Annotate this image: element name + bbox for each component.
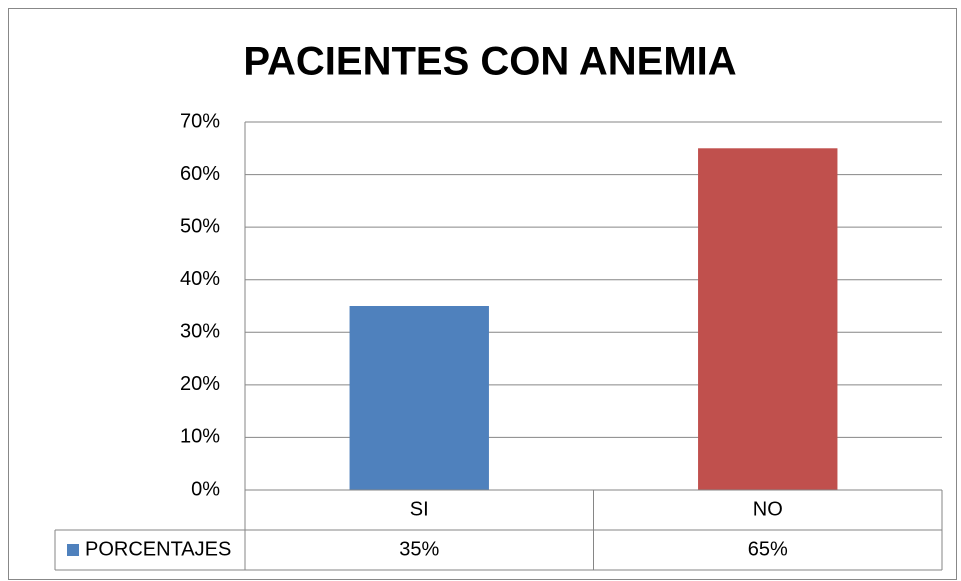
y-tick-label: 50%	[180, 215, 220, 237]
y-tick-label: 20%	[180, 373, 220, 395]
x-tick-label: SI	[410, 498, 429, 520]
y-tick-label: 70%	[180, 110, 220, 132]
bar	[349, 306, 489, 490]
legend-swatch	[67, 544, 79, 556]
y-tick-label: 30%	[180, 321, 220, 343]
data-label: 65%	[748, 538, 788, 560]
data-label: 35%	[399, 538, 439, 560]
y-tick-label: 40%	[180, 268, 220, 290]
bar	[698, 148, 838, 491]
y-tick-label: 10%	[180, 426, 220, 448]
x-tick-label: NO	[753, 498, 783, 520]
y-tick-label: 60%	[180, 163, 220, 185]
legend-label: PORCENTAJES	[85, 538, 231, 560]
chart-title: PACIENTES CON ANEMIA	[243, 40, 736, 84]
y-tick-label: 0%	[191, 478, 220, 500]
